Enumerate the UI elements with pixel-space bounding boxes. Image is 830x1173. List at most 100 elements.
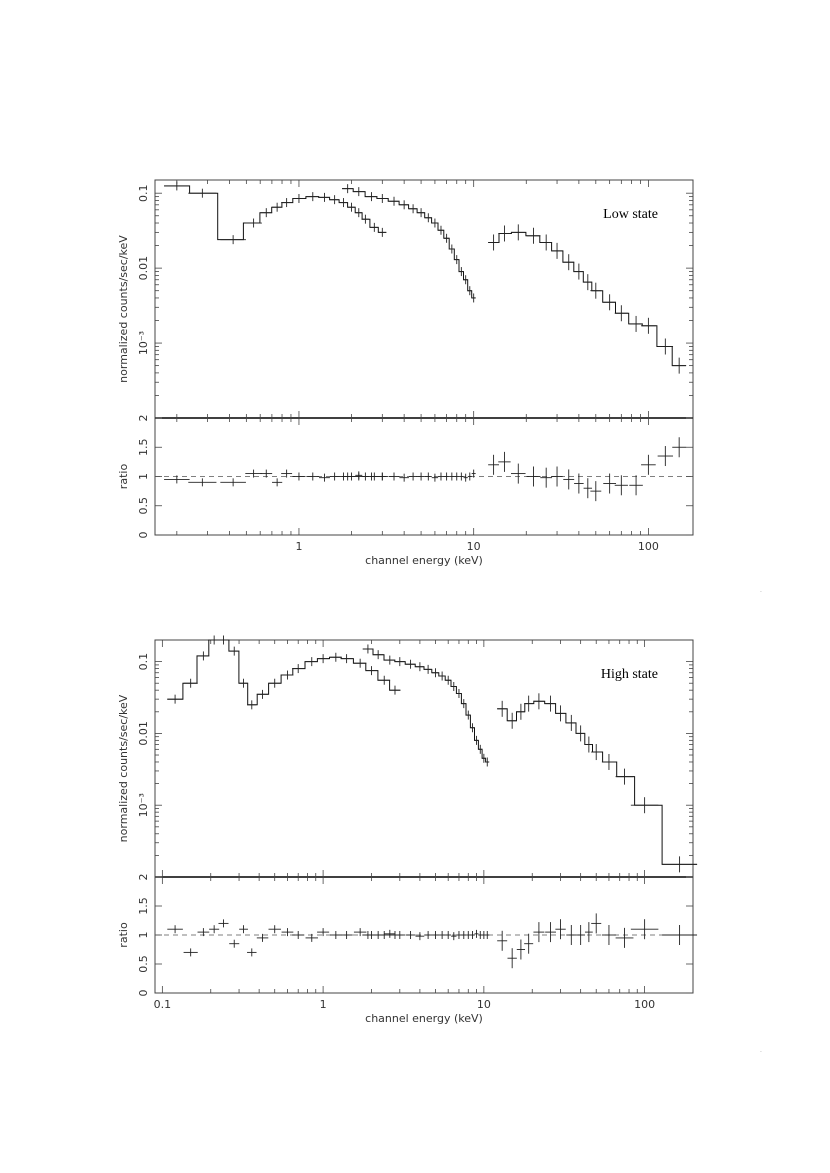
ratio-point bbox=[342, 472, 354, 481]
data-point bbox=[471, 293, 476, 303]
ratio-point bbox=[197, 928, 210, 937]
y-tick-label: 0.1 bbox=[137, 184, 150, 202]
ratio-point bbox=[474, 929, 479, 938]
ratio-point bbox=[431, 473, 439, 482]
data-point bbox=[424, 664, 433, 674]
data-point bbox=[355, 208, 363, 218]
ratio-point bbox=[456, 931, 462, 939]
data-point bbox=[329, 195, 340, 205]
data-point bbox=[384, 655, 396, 665]
data-point bbox=[474, 735, 479, 745]
ratio-point bbox=[470, 931, 475, 939]
ratio-point bbox=[629, 475, 643, 496]
ratio-point bbox=[365, 472, 378, 481]
ratio-point bbox=[614, 475, 628, 496]
data-point bbox=[507, 712, 517, 729]
data-point bbox=[511, 224, 526, 241]
ratio-point bbox=[488, 454, 500, 475]
ratio-point bbox=[445, 931, 452, 939]
data-point bbox=[361, 214, 370, 224]
data-point bbox=[292, 664, 305, 674]
ratio-point bbox=[516, 939, 526, 960]
x-tick-label: 1 bbox=[295, 540, 302, 553]
ratio-tick-label: 1 bbox=[137, 473, 150, 480]
ratio-point bbox=[229, 939, 240, 948]
ratio-point bbox=[239, 925, 248, 934]
data-point bbox=[498, 225, 511, 242]
data-point bbox=[347, 202, 356, 212]
ratio-tick-label: 2 bbox=[137, 874, 150, 881]
data-point bbox=[352, 187, 365, 197]
ratio-point bbox=[590, 481, 602, 502]
data-point bbox=[662, 856, 698, 873]
ratio-point bbox=[268, 925, 281, 934]
ratio-point bbox=[662, 925, 698, 945]
ratio-point bbox=[555, 919, 566, 940]
ratio-point bbox=[353, 928, 367, 937]
x-tick-label: 1 bbox=[320, 998, 327, 1011]
data-point bbox=[451, 682, 457, 692]
y-tick-label: 0.01 bbox=[137, 256, 150, 281]
data-point bbox=[459, 267, 464, 277]
ratio-point bbox=[583, 478, 593, 499]
ratio-axis-label: ratio bbox=[117, 922, 130, 948]
ratio-point bbox=[384, 929, 396, 938]
data-point bbox=[317, 654, 330, 664]
ratio-point bbox=[405, 931, 416, 939]
x-tick-label: 10 bbox=[467, 540, 481, 553]
model-step-line bbox=[488, 231, 687, 367]
data-point bbox=[431, 668, 439, 678]
data-point bbox=[188, 188, 217, 198]
ratio-point bbox=[438, 472, 444, 481]
data-point bbox=[319, 192, 330, 202]
data-point bbox=[563, 254, 575, 271]
data-point bbox=[545, 695, 556, 712]
ratio-point bbox=[545, 922, 556, 943]
ratio-point bbox=[471, 469, 476, 478]
ratio-point bbox=[498, 451, 511, 472]
ratio-point bbox=[497, 930, 508, 951]
data-point bbox=[388, 196, 400, 206]
data-point bbox=[576, 725, 586, 742]
data-point bbox=[438, 671, 446, 681]
y-tick-label: 0.01 bbox=[137, 721, 150, 746]
ratio-point bbox=[641, 454, 656, 475]
x-tick-label: 0.1 bbox=[154, 998, 172, 1011]
ratio-point bbox=[376, 472, 388, 481]
ratio-point bbox=[449, 472, 455, 481]
ratio-point bbox=[329, 472, 340, 481]
data-point bbox=[339, 198, 348, 208]
ratio-point bbox=[630, 919, 659, 940]
data-point bbox=[497, 700, 508, 717]
data-point bbox=[305, 657, 318, 667]
data-point bbox=[424, 213, 432, 223]
ratio-point bbox=[394, 931, 405, 939]
ratio-point bbox=[340, 931, 353, 939]
y-axis-label: normalized counts/sec/keV bbox=[117, 694, 130, 842]
data-point bbox=[630, 797, 659, 814]
ratio-point bbox=[247, 948, 257, 957]
data-point bbox=[445, 675, 452, 685]
ratio-tick-label: 1.5 bbox=[137, 897, 150, 915]
ratio-point bbox=[188, 478, 217, 487]
ratio-point bbox=[615, 927, 634, 948]
ratio-point bbox=[417, 472, 425, 481]
x-tick-label: 100 bbox=[638, 540, 659, 553]
model-step-line bbox=[362, 648, 489, 763]
data-point bbox=[533, 693, 545, 710]
ratio-point bbox=[424, 472, 432, 481]
model-step-line bbox=[167, 639, 401, 706]
data-point bbox=[229, 646, 240, 656]
ratio-point bbox=[329, 931, 342, 939]
ratio-point bbox=[467, 472, 472, 481]
ratio-point bbox=[306, 472, 320, 481]
ratio-point bbox=[551, 466, 563, 487]
ratio-tick-label: 0 bbox=[137, 532, 150, 539]
x-axis-label: channel energy (keV) bbox=[365, 1012, 483, 1025]
data-point bbox=[672, 357, 687, 374]
data-point bbox=[245, 218, 262, 228]
data-point bbox=[590, 282, 602, 299]
ratio-point bbox=[461, 931, 467, 939]
ratio-point bbox=[256, 933, 269, 942]
